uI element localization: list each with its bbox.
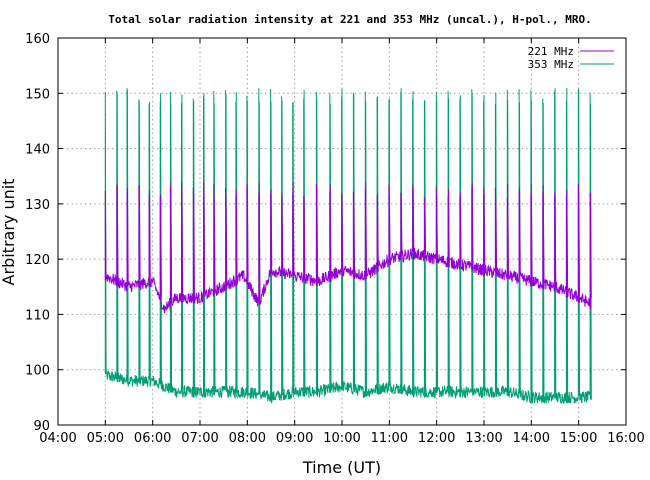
x-tick-label: 13:00 <box>465 431 502 446</box>
series-line-221-mhz <box>104 181 592 314</box>
legend-label-353: 353 MHz <box>528 58 574 71</box>
x-tick-label: 11:00 <box>371 431 408 446</box>
y-tick-label: 110 <box>25 308 50 323</box>
y-axis-ticks: 90 100 110 120 130 140 150 160 <box>25 32 626 434</box>
x-tick-label: 07:00 <box>181 431 218 446</box>
x-tick-label: 10:00 <box>323 431 360 446</box>
y-tick-label: 160 <box>25 32 50 47</box>
y-tick-label: 90 <box>33 419 50 434</box>
x-axis-ticks: 04:00 05:00 06:00 07:00 08:00 09:00 10:00 11:00… <box>39 38 645 446</box>
x-tick-label: 08:00 <box>229 431 266 446</box>
x-tick-label: 14:00 <box>513 431 550 446</box>
x-tick-label: 15:00 <box>560 431 597 446</box>
x-tick-label: 16:00 <box>607 431 644 446</box>
series-line-353-mhz <box>104 87 592 404</box>
y-tick-label: 100 <box>25 364 50 379</box>
y-axis-label: Arbitrary unit <box>0 179 18 286</box>
y-tick-label: 130 <box>25 198 50 213</box>
x-tick-label: 04:00 <box>39 431 76 446</box>
series-layer <box>104 87 592 404</box>
chart-title: Total solar radiation intensity at 221 a… <box>108 13 591 26</box>
x-tick-label: 12:00 <box>418 431 455 446</box>
legend-label-221: 221 MHz <box>528 45 574 58</box>
y-tick-label: 120 <box>25 253 50 268</box>
x-tick-label: 05:00 <box>87 431 124 446</box>
y-tick-label: 150 <box>25 87 50 102</box>
x-tick-label: 09:00 <box>276 431 313 446</box>
x-axis-label: Time (UT) <box>302 458 381 477</box>
x-tick-label: 06:00 <box>134 431 171 446</box>
y-tick-label: 140 <box>25 143 50 158</box>
legend: 221 MHz 353 MHz <box>528 45 614 71</box>
